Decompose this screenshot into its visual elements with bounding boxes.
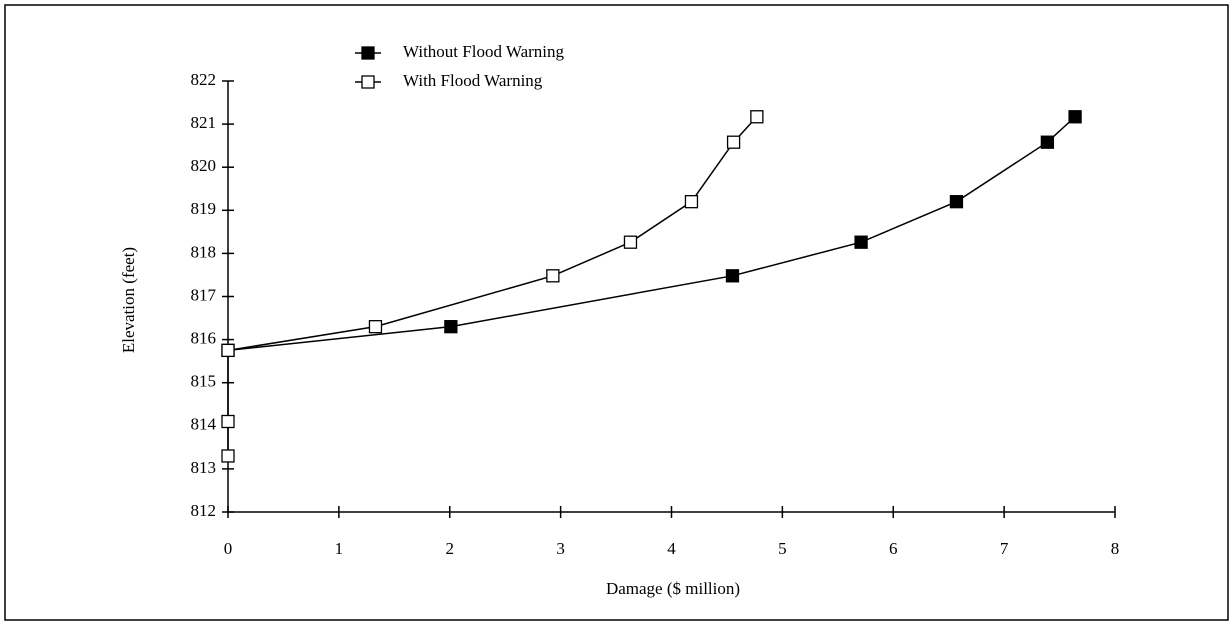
x-axis-label: Damage ($ million) [606, 579, 740, 598]
legend-marker [361, 75, 375, 89]
y-tick-label: 815 [191, 372, 217, 391]
y-tick-label: 812 [191, 501, 217, 520]
y-tick-label: 821 [191, 113, 217, 132]
marker [750, 110, 764, 124]
x-tick-label: 6 [889, 539, 898, 558]
y-tick-label: 820 [191, 156, 217, 175]
marker [221, 343, 235, 358]
x-tick-label: 3 [556, 539, 565, 558]
x-tick-label: 8 [1111, 539, 1120, 558]
y-tick-label: 813 [191, 458, 217, 477]
marker [221, 414, 235, 429]
marker [854, 235, 868, 249]
x-tick-label: 2 [446, 539, 455, 558]
x-tick-label: 7 [1000, 539, 1009, 558]
x-tick-label: 0 [224, 539, 233, 558]
marker [1040, 135, 1055, 149]
marker [444, 320, 458, 334]
marker [623, 235, 638, 249]
y-tick-label: 814 [191, 415, 217, 434]
marker [949, 195, 964, 209]
y-axis-label: Elevation (feet) [119, 247, 138, 353]
marker [726, 135, 741, 149]
marker [546, 269, 560, 283]
marker [221, 449, 235, 463]
frame [4, 4, 1229, 621]
x-tick-label: 1 [335, 539, 344, 558]
x-tick-label: 5 [778, 539, 787, 558]
x-tick-label: 4 [667, 539, 676, 558]
legend-label: Without Flood Warning [403, 42, 565, 61]
y-tick-label: 819 [191, 199, 217, 218]
marker [1068, 110, 1082, 124]
y-tick-label: 822 [191, 70, 217, 89]
marker [368, 320, 383, 334]
y-tick-label: 817 [191, 285, 217, 304]
series-line [227, 116, 1076, 352]
legend-marker [361, 46, 375, 60]
legend-label: With Flood Warning [403, 71, 543, 90]
y-tick-label: 816 [191, 329, 217, 348]
marker [725, 269, 740, 283]
y-tick-label: 818 [191, 242, 217, 261]
marker [684, 195, 699, 209]
